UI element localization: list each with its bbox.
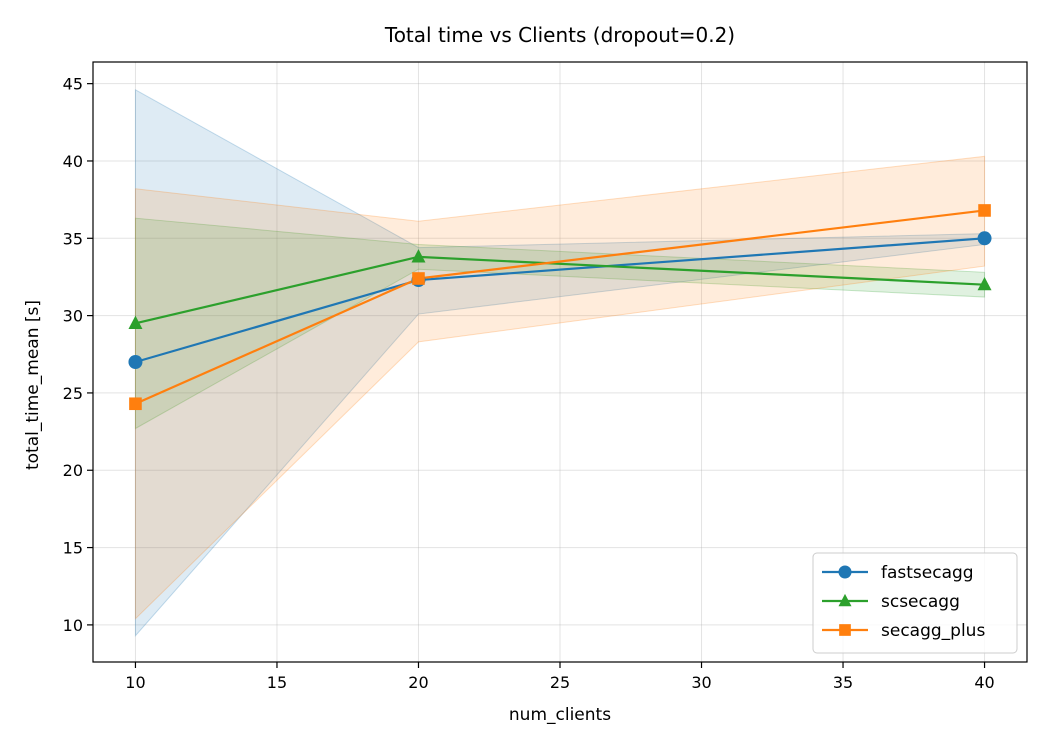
legend-label-secagg-plus: secagg_plus <box>881 621 985 641</box>
x-tick-label: 10 <box>125 673 145 692</box>
confidence-bands <box>134 88 986 638</box>
y-tick-label: 25 <box>63 384 83 403</box>
legend-box <box>812 552 1018 654</box>
y-tick-label: 30 <box>63 307 83 326</box>
point-fastsecagg <box>128 355 143 369</box>
y-tick-label: 10 <box>63 616 83 635</box>
legend: fastsecagg scsecagg secagg_plus <box>812 552 1018 654</box>
legend-label-scsecagg: scsecagg <box>881 592 960 612</box>
point-fastsecagg <box>977 231 992 246</box>
legend-marker-fastsecagg <box>838 565 852 579</box>
band-scsecagg <box>134 217 986 430</box>
y-tick-label: 40 <box>63 152 83 171</box>
point-scsecagg <box>411 249 426 263</box>
x-tick-label: 15 <box>267 673 287 692</box>
y-tick-label: 45 <box>63 75 83 94</box>
point-secagg-plus <box>129 397 142 411</box>
point-scsecagg <box>977 276 992 291</box>
y-axis: 10 15 20 25 30 35 40 45 <box>63 75 93 635</box>
legend-label-fastsecagg: fastsecagg <box>881 563 974 583</box>
legend-marker-secagg-plus <box>839 624 851 636</box>
x-tick-label: 25 <box>550 673 570 692</box>
point-secagg-plus <box>978 204 991 217</box>
point-secagg-plus <box>412 272 425 285</box>
x-tick-label: 40 <box>974 673 994 692</box>
x-axis-label: num_clients <box>509 705 611 725</box>
x-axis: 10 15 20 25 30 35 40 <box>125 662 995 692</box>
grid <box>93 62 1027 662</box>
x-tick-label: 35 <box>833 673 853 692</box>
y-axis-label: total_time_mean [s] <box>23 300 43 470</box>
series-markers <box>128 204 992 411</box>
point-scsecagg <box>128 315 143 329</box>
y-tick-label: 15 <box>63 539 83 558</box>
x-tick-label: 30 <box>691 673 711 692</box>
chart-title: Total time vs Clients (dropout=0.2) <box>384 23 735 47</box>
y-tick-label: 20 <box>63 461 83 480</box>
band-secagg-plus <box>134 155 986 620</box>
legend-marker-scsecagg <box>838 593 852 607</box>
y-tick-label: 35 <box>63 229 83 248</box>
x-tick-label: 20 <box>408 673 428 692</box>
